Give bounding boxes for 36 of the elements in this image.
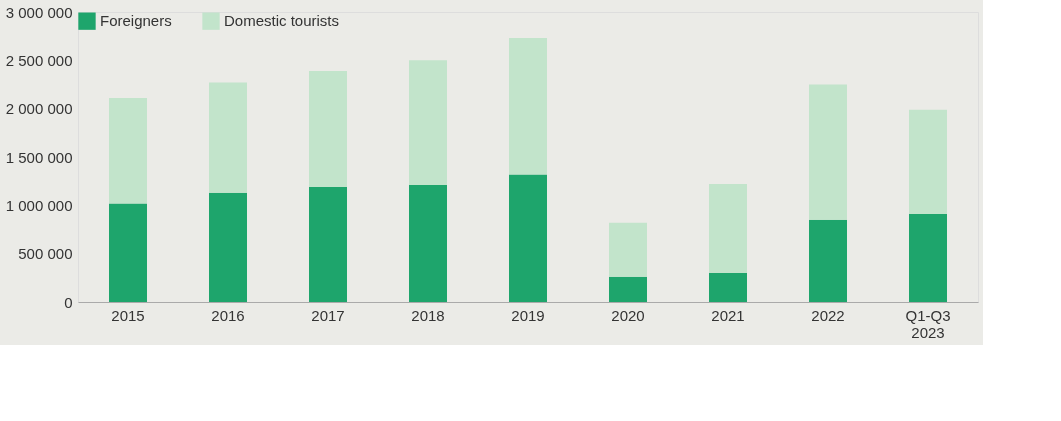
x-tick-label: 2019 [511, 306, 545, 324]
y-tick-label: 0 [64, 293, 73, 311]
y-tick-label: 1 000 000 [5, 196, 73, 214]
legend-label: Domestic tourists [224, 12, 340, 30]
bar [909, 109, 947, 215]
bar [609, 276, 647, 302]
bar [109, 98, 147, 204]
x-tick-label: 2021 [711, 306, 745, 324]
bar [709, 273, 747, 302]
bar [409, 185, 447, 302]
bar [209, 192, 247, 302]
x-tick-label: 2018 [411, 306, 445, 324]
bar [509, 38, 547, 175]
y-tick-label: 2 500 000 [5, 51, 73, 69]
bar [909, 214, 947, 302]
x-tick-label: 2022 [811, 306, 845, 324]
bar [209, 82, 247, 193]
bar [709, 184, 747, 273]
y-tick-label: 500 000 [18, 245, 73, 263]
x-tick-label: 2020 [611, 306, 645, 324]
bar [809, 84, 847, 220]
bar [309, 70, 347, 187]
y-tick-label: 2 000 000 [5, 100, 73, 118]
bar [309, 186, 347, 302]
x-tick-label: 2017 [311, 306, 345, 324]
x-tick-label: Q1-Q3 2023 [905, 306, 951, 341]
x-tick-label: 2016 [211, 306, 245, 324]
bar [109, 203, 147, 302]
bar [409, 60, 447, 186]
bar [809, 219, 847, 302]
y-tick-label: 1 500 000 [5, 148, 73, 166]
bar [509, 174, 547, 302]
legend-label: Foreigners [100, 12, 172, 30]
y-tick-label: 3 000 000 [5, 3, 73, 21]
x-tick-label: 2015 [111, 306, 145, 324]
bar [609, 222, 647, 277]
